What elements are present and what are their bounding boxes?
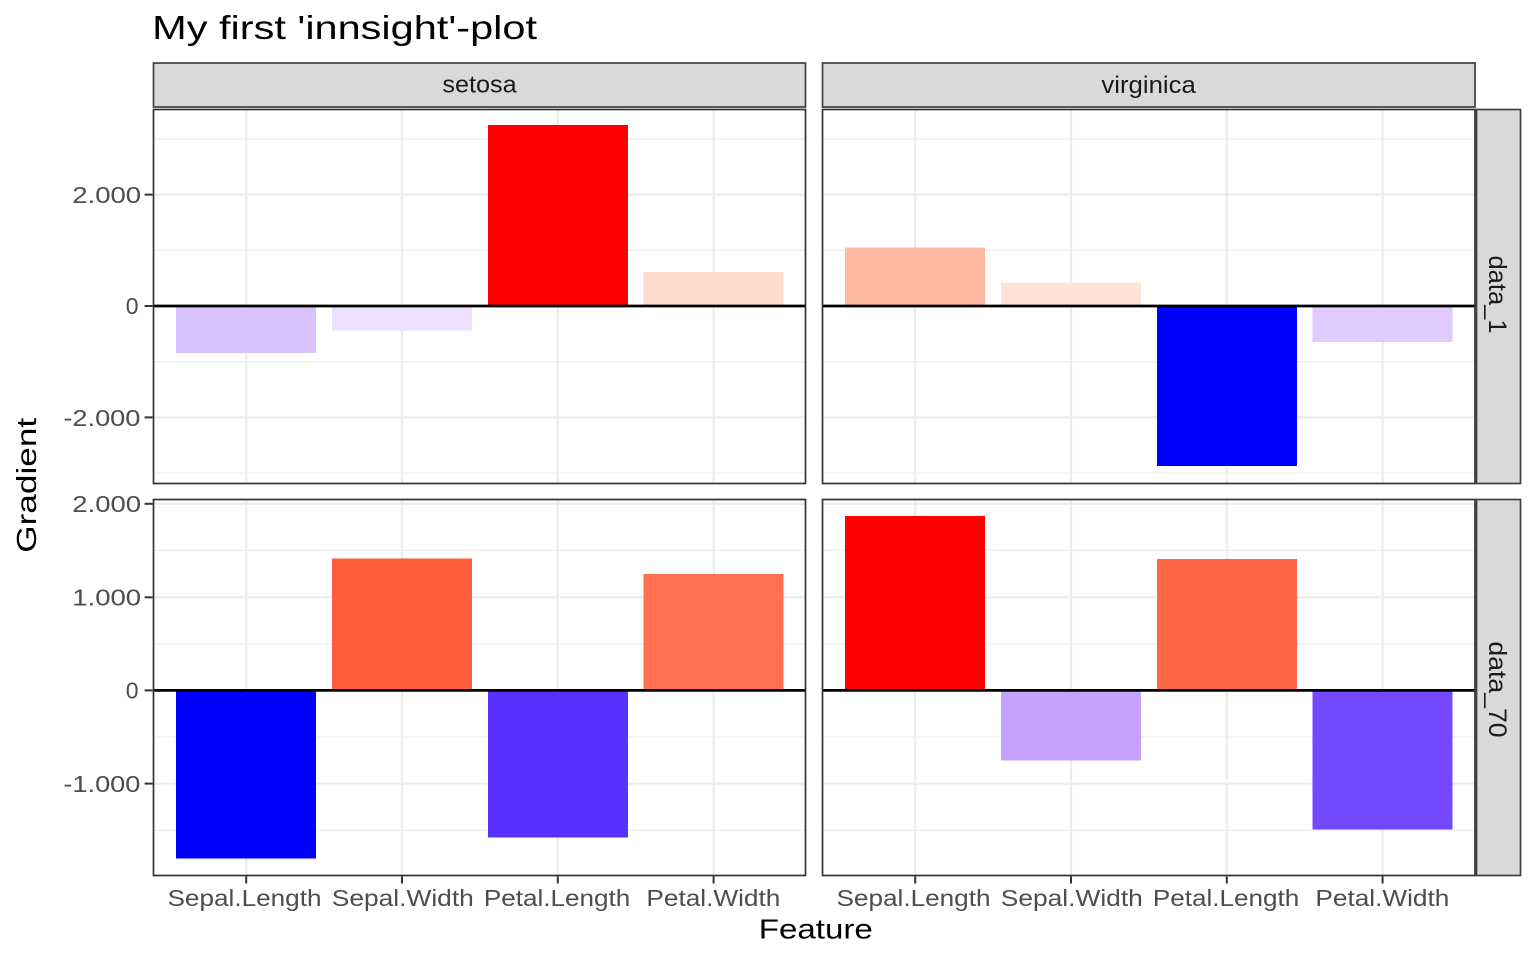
svg-text:My first 'innsight'-plot: My first 'innsight'-plot [152, 9, 537, 46]
svg-text:Petal.Length: Petal.Length [484, 885, 630, 911]
svg-text:2.000: 2.000 [72, 182, 141, 208]
svg-text:0: 0 [126, 293, 139, 319]
svg-text:data_1: data_1 [1483, 256, 1511, 334]
svg-text:-1.000: -1.000 [63, 771, 140, 797]
svg-text:Sepal.Length: Sepal.Length [837, 885, 991, 911]
svg-text:-2.000: -2.000 [63, 405, 140, 431]
svg-text:Sepal.Width: Sepal.Width [1001, 885, 1143, 911]
svg-text:2.000: 2.000 [72, 491, 141, 517]
svg-text:Sepal.Width: Sepal.Width [332, 885, 474, 911]
svg-text:1.000: 1.000 [72, 585, 141, 611]
svg-text:Petal.Length: Petal.Length [1153, 885, 1299, 911]
svg-text:Petal.Width: Petal.Width [646, 885, 780, 911]
svg-text:Feature: Feature [759, 914, 873, 945]
svg-text:0: 0 [126, 678, 139, 704]
svg-text:Gradient: Gradient [11, 418, 42, 553]
svg-text:Petal.Width: Petal.Width [1315, 885, 1449, 911]
svg-text:Sepal.Length: Sepal.Length [168, 885, 322, 911]
svg-text:data_70: data_70 [1483, 641, 1511, 737]
svg-text:virginica: virginica [1101, 72, 1196, 99]
svg-text:setosa: setosa [442, 72, 517, 99]
